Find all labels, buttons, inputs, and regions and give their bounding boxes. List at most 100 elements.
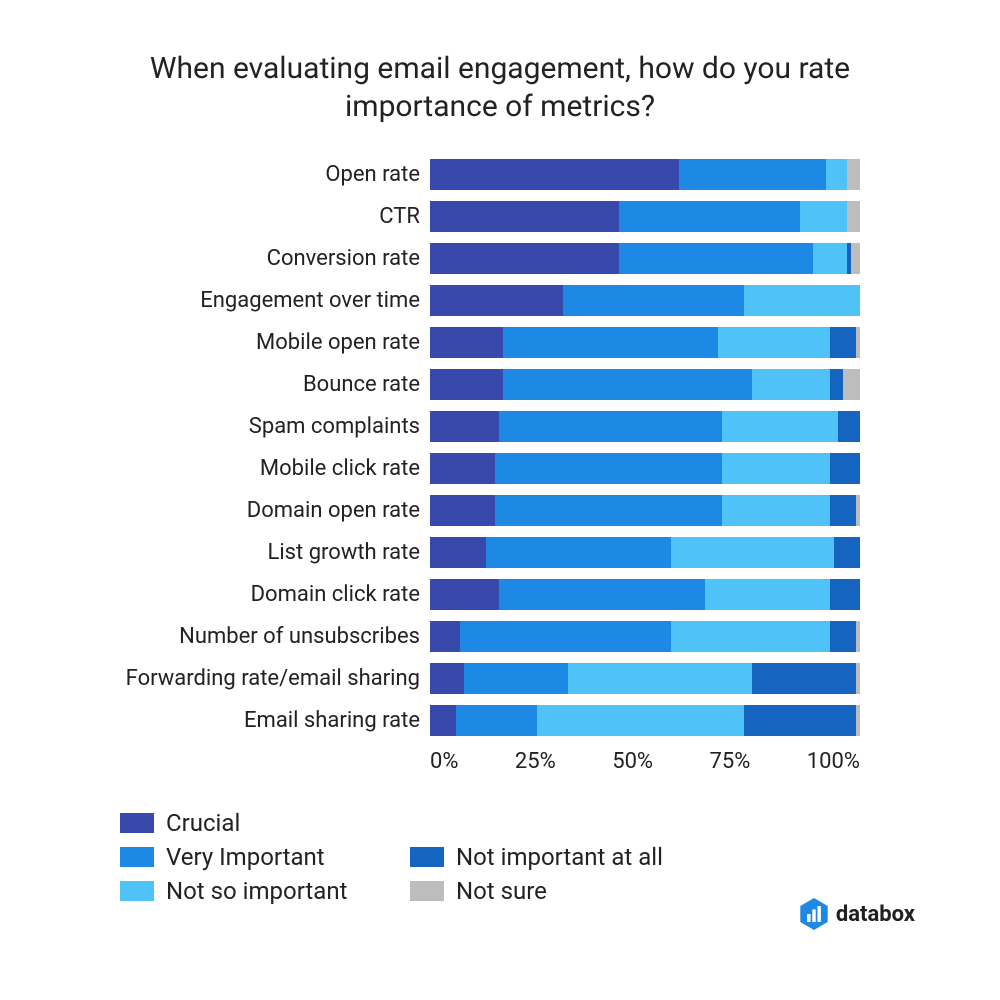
stacked-bar [430, 159, 860, 190]
chart-row: Domain click rate [110, 575, 890, 613]
bar-segment-not_sure [847, 201, 860, 232]
bar-segment-not_so [813, 243, 847, 274]
x-tick: 50% [612, 749, 653, 774]
legend-item-not_sure: Not sure [410, 877, 650, 905]
bar-segment-not_so [752, 369, 829, 400]
legend-label: Crucial [166, 809, 240, 837]
legend-swatch [120, 847, 154, 867]
bar-segment-crucial [430, 663, 464, 694]
chart-row: Spam complaints [110, 407, 890, 445]
category-label: Domain click rate [110, 582, 430, 607]
chart-row: Number of unsubscribes [110, 617, 890, 655]
chart-row: Forwarding rate/email sharing [110, 659, 890, 697]
stacked-bar [430, 663, 860, 694]
bar-segment-not_sure [856, 621, 860, 652]
category-label: Mobile click rate [110, 456, 430, 481]
bar-segment-not_at_all [830, 579, 860, 610]
bar-segment-crucial [430, 327, 503, 358]
bar-segment-not_so [722, 453, 830, 484]
bar-segment-very_important [503, 327, 718, 358]
legend-item-not_at_all: Not important at all [410, 843, 663, 871]
chart-title: When evaluating email engagement, how do… [140, 50, 860, 125]
stacked-bar [430, 621, 860, 652]
bar-segment-very_important [499, 579, 705, 610]
chart-row: Engagement over time [110, 281, 890, 319]
bar-segment-not_at_all [830, 621, 856, 652]
x-tick: 75% [709, 749, 750, 774]
legend-swatch [410, 881, 444, 901]
bar-segment-very_important [464, 663, 567, 694]
bar-segment-crucial [430, 495, 495, 526]
bar-segment-not_sure [856, 705, 860, 736]
bar-segment-not_at_all [744, 705, 856, 736]
bar-segment-not_sure [856, 663, 860, 694]
chart-row: List growth rate [110, 533, 890, 571]
bar-segment-very_important [456, 705, 538, 736]
bar-segment-very_important [503, 369, 752, 400]
legend-swatch [410, 847, 444, 867]
category-label: Email sharing rate [110, 708, 430, 733]
bar-segment-very_important [499, 411, 723, 442]
stacked-bar [430, 453, 860, 484]
bar-segment-not_sure [847, 159, 860, 190]
stacked-bar [430, 243, 860, 274]
chart-row: CTR [110, 197, 890, 235]
x-tick: 100% [807, 749, 860, 774]
stacked-bar [430, 705, 860, 736]
category-label: Open rate [110, 162, 430, 187]
bar-segment-not_so [671, 537, 834, 568]
bar-segment-very_important [495, 453, 723, 484]
bar-segment-very_important [619, 243, 813, 274]
category-label: Number of unsubscribes [110, 624, 430, 649]
bar-segment-not_so [718, 327, 830, 358]
category-label: Forwarding rate/email sharing [110, 666, 430, 691]
bar-segment-crucial [430, 705, 456, 736]
category-label: Engagement over time [110, 288, 430, 313]
chart-row: Domain open rate [110, 491, 890, 529]
bar-segment-not_so [826, 159, 848, 190]
category-label: Spam complaints [110, 414, 430, 439]
legend-item-very_important: Very Important [120, 843, 360, 871]
chart-row: Mobile click rate [110, 449, 890, 487]
bar-segment-not_so [705, 579, 830, 610]
stacked-bar [430, 495, 860, 526]
bar-segment-very_important [486, 537, 671, 568]
bar-segment-not_sure [856, 327, 860, 358]
category-label: CTR [110, 204, 430, 229]
bar-segment-crucial [430, 579, 499, 610]
legend-swatch [120, 881, 154, 901]
bar-segment-not_so [537, 705, 743, 736]
bar-segment-very_important [679, 159, 825, 190]
bar-segment-crucial [430, 243, 619, 274]
bar-segment-crucial [430, 453, 495, 484]
databox-logo-icon [800, 898, 828, 930]
bar-segment-crucial [430, 411, 499, 442]
bar-segment-not_at_all [830, 369, 843, 400]
chart-row: Open rate [110, 155, 890, 193]
bar-segment-crucial [430, 201, 619, 232]
legend-label: Not so important [166, 877, 347, 905]
brand-name: databox [836, 902, 915, 927]
bar-segment-not_at_all [830, 495, 856, 526]
bar-segment-crucial [430, 369, 503, 400]
bar-segment-not_at_all [830, 453, 860, 484]
stacked-bar [430, 537, 860, 568]
bar-segment-very_important [563, 285, 744, 316]
stacked-bar [430, 201, 860, 232]
bar-segment-not_so [568, 663, 753, 694]
bar-segment-not_at_all [752, 663, 855, 694]
legend: Crucial Very Important Not important at al… [120, 809, 940, 911]
bar-segment-not_at_all [834, 537, 860, 568]
chart-row: Bounce rate [110, 365, 890, 403]
stacked-bar [430, 369, 860, 400]
bar-segment-not_sure [851, 243, 860, 274]
stacked-bar-chart: Open rateCTRConversion rateEngagement ov… [110, 155, 890, 774]
bar-segment-crucial [430, 285, 563, 316]
stacked-bar [430, 285, 860, 316]
x-tick: 0% [430, 749, 458, 774]
bar-segment-not_so [800, 201, 847, 232]
bar-segment-not_sure [843, 369, 860, 400]
category-label: Domain open rate [110, 498, 430, 523]
legend-label: Not important at all [456, 843, 663, 871]
stacked-bar [430, 411, 860, 442]
